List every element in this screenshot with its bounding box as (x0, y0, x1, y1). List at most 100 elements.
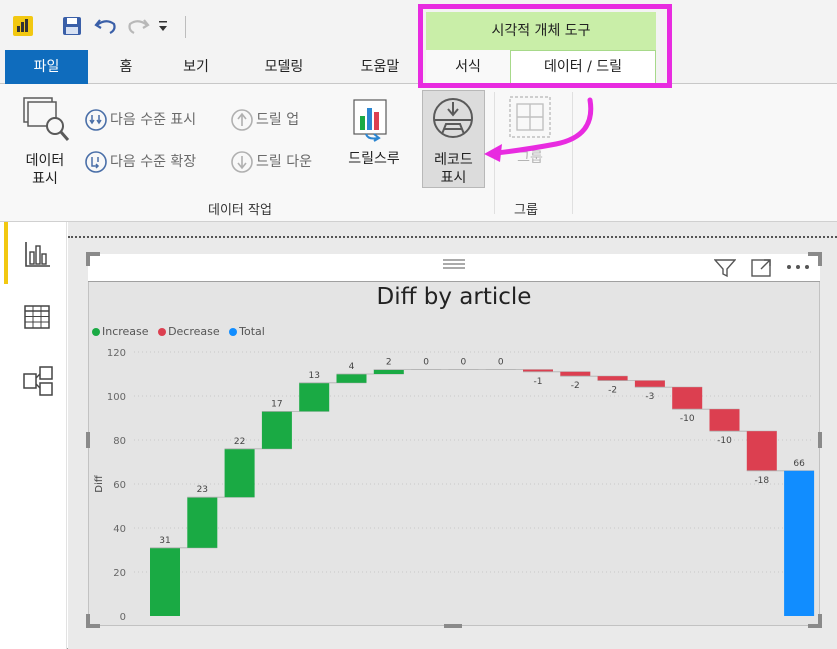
tab-data-drill[interactable]: 데이터 / 드릴 (510, 50, 656, 84)
show-next-level-button[interactable]: 다음 수준 표시 (84, 108, 196, 132)
expand-next-level-label: 다음 수준 확장 (110, 154, 197, 170)
data-label: -1 (534, 377, 543, 387)
resize-handle[interactable] (818, 252, 822, 266)
drill-down-label: 드릴 다운 (256, 154, 312, 170)
annotation-arrow-icon (484, 97, 594, 162)
data-label: 13 (308, 371, 319, 381)
resize-handle[interactable] (86, 624, 100, 628)
waterfall-bar (373, 369, 404, 374)
drillthrough-button[interactable]: 드릴스루 (348, 151, 400, 167)
waterfall-bar (746, 431, 777, 471)
resize-handle[interactable] (808, 252, 822, 256)
tab-format[interactable]: 서식 (426, 50, 510, 84)
legend-decrease-label: Decrease (168, 325, 220, 338)
group-icon[interactable] (508, 95, 552, 139)
legend-increase-dot (92, 328, 100, 336)
expand-next-level-button[interactable]: 다음 수준 확장 (84, 150, 196, 174)
legend-total-dot (229, 328, 238, 336)
drill-down-button[interactable]: 드릴 다운 (230, 150, 312, 174)
y-tick-label: 120 (107, 348, 126, 359)
data-label: 0 (498, 358, 504, 368)
y-tick-label: 20 (113, 568, 126, 579)
y-tick-label: 40 (113, 524, 126, 535)
see-data-icon[interactable] (22, 96, 70, 144)
y-tick-label: 100 (107, 392, 126, 403)
save-icon[interactable] (62, 16, 82, 36)
y-tick-label: 60 (113, 480, 126, 491)
ribbon-group-separator (572, 92, 573, 214)
data-view-icon[interactable] (24, 305, 50, 329)
model-view-icon[interactable] (22, 366, 54, 396)
show-next-level-icon (85, 109, 107, 131)
data-label: 22 (234, 437, 245, 447)
drillthrough-icon[interactable] (352, 98, 394, 142)
tab-view[interactable]: 보기 (183, 59, 209, 75)
chart-legend: Increase Decrease Total (92, 325, 271, 338)
data-label: -10 (717, 436, 732, 446)
group-button[interactable]: 그룹 (517, 150, 543, 166)
waterfall-bar (709, 409, 740, 432)
resize-handle[interactable] (86, 432, 90, 448)
legend-increase-label: Increase (102, 325, 149, 338)
drill-up-button[interactable]: 드릴 업 (230, 108, 299, 132)
customize-toolbar-icon[interactable] (157, 18, 169, 34)
data-label: 2 (386, 358, 392, 368)
see-data-button[interactable]: 데이터 표시 (25, 153, 65, 187)
waterfall-bar (299, 382, 330, 412)
waterfall-bar (336, 374, 367, 383)
visual-tools-header: 시각적 개체 도구 (426, 12, 656, 50)
waterfall-bar (150, 547, 180, 616)
waterfall-bar (634, 380, 665, 388)
resize-handle[interactable] (86, 252, 90, 266)
resize-handle[interactable] (818, 614, 822, 628)
power-bi-logo-icon (13, 16, 33, 36)
expand-next-level-icon (85, 151, 107, 173)
total-bar (784, 470, 815, 616)
tab-modeling[interactable]: 모델링 (264, 59, 304, 75)
redo-icon[interactable] (126, 16, 150, 36)
legend-item-increase[interactable]: Increase (92, 325, 149, 338)
tab-file[interactable]: 파일 (5, 50, 88, 84)
y-axis-title: Diff (94, 474, 105, 492)
legend-item-total[interactable]: Total (229, 325, 265, 338)
ribbon-panel (0, 84, 837, 222)
waterfall-bar (224, 448, 255, 498)
see-records-icon (433, 98, 473, 138)
data-actions-group-label: 데이터 작업 (208, 203, 272, 218)
waterfall-bar (261, 411, 292, 449)
resize-handle[interactable] (818, 432, 822, 448)
drill-down-icon (231, 151, 253, 173)
resize-handle[interactable] (808, 624, 822, 628)
resize-handle[interactable] (86, 614, 90, 628)
drag-grip-icon[interactable] (442, 257, 466, 271)
data-label: 66 (793, 459, 805, 469)
legend-item-decrease[interactable]: Decrease (158, 325, 220, 338)
data-label: 31 (159, 536, 170, 546)
nav-active-indicator (4, 222, 8, 284)
legend-decrease-dot (158, 328, 167, 336)
data-label: 0 (423, 358, 429, 368)
waterfall-bar (187, 497, 218, 548)
data-label: -2 (571, 381, 580, 391)
resize-handle[interactable] (86, 252, 100, 256)
toolbar-separator (185, 16, 186, 38)
resize-handle[interactable] (444, 624, 462, 628)
tab-home[interactable]: 홈 (119, 59, 133, 75)
focus-mode-icon[interactable] (751, 258, 773, 278)
waterfall-bar (560, 371, 591, 377)
show-next-level-label: 다음 수준 표시 (110, 112, 197, 128)
tab-help[interactable]: 도움말 (360, 59, 400, 75)
visual-tools-highlight-box (418, 4, 672, 88)
more-options-icon[interactable] (786, 262, 810, 272)
data-label: -3 (645, 392, 654, 402)
see-records-label: 레코드 표시 (434, 152, 473, 186)
y-tick-label: 0 (120, 612, 126, 623)
y-tick-label: 80 (113, 436, 126, 447)
group-group-label: 그룹 (514, 203, 538, 218)
waterfall-bar (597, 376, 628, 381)
report-view-icon[interactable] (24, 240, 52, 268)
page-boundary-line (68, 236, 837, 238)
filter-icon[interactable] (714, 258, 736, 278)
undo-icon[interactable] (94, 16, 118, 36)
